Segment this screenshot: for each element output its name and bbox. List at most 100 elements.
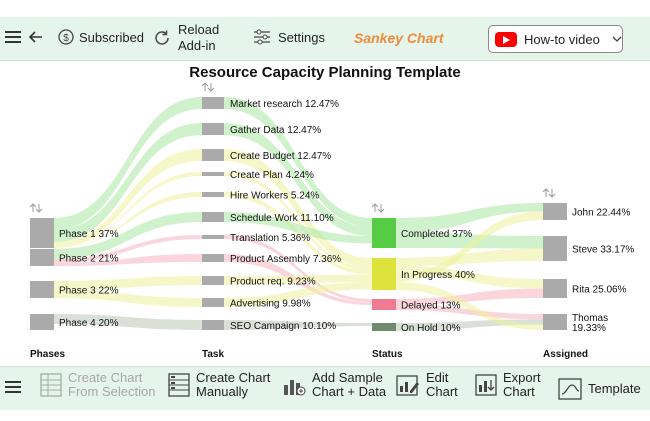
phase-node[interactable] (30, 218, 54, 248)
hamburger-menu-icon[interactable] (5, 380, 21, 394)
edit-line2: Chart (426, 384, 458, 399)
task-label: Schedule Work 11.10% (230, 213, 334, 224)
task-status-link (224, 274, 372, 285)
assigned-node[interactable] (543, 236, 567, 261)
svg-text:$: $ (63, 33, 69, 44)
status-label: On Hold 10% (401, 323, 461, 334)
assigned-label: John 22.44% (572, 208, 630, 219)
create-chart-manually-button[interactable]: Create Chart Manually (168, 371, 270, 399)
task-status-link (224, 235, 372, 302)
sankey-nodes (30, 97, 567, 331)
create-chart-from-selection-button[interactable]: Create Chart From Selection (40, 371, 155, 399)
how-to-video-dropdown[interactable]: How-to video (488, 25, 623, 53)
phase-task-link (54, 192, 202, 248)
chart-title: Resource Capacity Planning Template (189, 64, 461, 81)
phase-task-link (54, 123, 202, 242)
settings-label: Settings (278, 29, 325, 45)
column-header: Phases (30, 349, 65, 360)
phase-node[interactable] (30, 314, 54, 330)
task-node[interactable] (202, 254, 224, 262)
task-label: Product req. 9.23% (230, 277, 316, 288)
reload-addin-button[interactable]: Reload Add-in (153, 22, 219, 54)
assigned-label: Rita 25.06% (572, 285, 627, 296)
status-label: In Progress 40% (401, 270, 475, 281)
task-node[interactable] (202, 276, 224, 285)
status-label: Delayed 13% (401, 301, 461, 312)
phase-task-link (54, 314, 202, 330)
task-label: Market research 12.47% (230, 99, 339, 110)
edit-line1: Edit (426, 370, 449, 385)
phase-task-link (54, 276, 202, 290)
task-node[interactable] (202, 192, 224, 197)
task-status-link (224, 192, 372, 275)
sankey-links (54, 97, 543, 331)
back-arrow-icon[interactable] (29, 30, 43, 44)
task-node[interactable] (202, 97, 224, 109)
phase-task-link (54, 97, 202, 230)
assigned-label: Steve 33.17% (572, 245, 634, 256)
status-node[interactable] (372, 258, 396, 290)
table-icon (40, 373, 62, 397)
phase-task-link (54, 290, 202, 307)
sort-arrows-icon[interactable] (29, 203, 43, 213)
add-sample-chart-button[interactable]: Add Sample Chart + Data (282, 371, 386, 399)
task-label: Product Assembly 7.36% (230, 254, 341, 265)
assigned-label: 19.33% (572, 323, 606, 334)
brand-name: Sankey Chart (354, 30, 444, 46)
status-assigned-link (396, 203, 543, 233)
phase-node[interactable] (30, 281, 54, 298)
assigned-node[interactable] (543, 314, 567, 330)
export-chart-button[interactable]: Export Chart (475, 371, 541, 399)
task-status-link (224, 97, 372, 227)
task-node[interactable] (202, 235, 224, 239)
task-label: Translation 5.36% (230, 233, 310, 244)
column-header: Task (202, 349, 224, 360)
phase-node[interactable] (30, 249, 54, 266)
export-chart-icon (475, 374, 497, 396)
task-status-link (224, 320, 372, 330)
task-node[interactable] (202, 320, 224, 330)
export-line1: Export (503, 370, 541, 385)
task-status-link (224, 123, 372, 236)
sankey-labels: Phase 1 37% Phase 2 21% Phase 3 22% Phase 4… (29, 82, 634, 360)
task-node[interactable] (202, 212, 224, 222)
assigned-node[interactable] (543, 203, 567, 220)
status-node[interactable] (372, 299, 396, 310)
task-node[interactable] (202, 298, 224, 307)
status-assigned-link (396, 282, 543, 330)
reload-label-line2: Add-in (178, 38, 216, 53)
how-to-video-label: How-to video (524, 31, 600, 47)
sort-arrows-icon[interactable] (201, 82, 215, 92)
sort-arrows-icon[interactable] (371, 203, 385, 213)
sort-arrows-icon[interactable] (542, 188, 556, 198)
phase-label: Phase 2 21% (59, 254, 119, 265)
subscribed-button[interactable]: $ Subscribed (58, 29, 144, 45)
status-assigned-link (396, 304, 543, 320)
status-node[interactable] (372, 218, 396, 248)
task-node[interactable] (202, 172, 224, 176)
task-label: Hire Workers 5.24% (230, 191, 319, 202)
sample-line2: Chart + Data (312, 384, 387, 399)
task-status-link (224, 212, 372, 244)
template-label: Template (588, 381, 641, 396)
task-status-link (224, 149, 372, 268)
phase-task-link (54, 172, 202, 248)
bottom-toolbar: Create Chart From Selection Create Chart M… (0, 366, 650, 410)
assigned-node[interactable] (543, 279, 567, 298)
task-node[interactable] (202, 123, 224, 135)
settings-button[interactable]: Settings (253, 29, 325, 45)
reload-icon (155, 30, 169, 45)
phase-task-link (54, 212, 202, 259)
edit-chart-button[interactable]: Edit Chart (396, 371, 458, 399)
status-node[interactable] (372, 323, 396, 331)
sliders-icon (254, 29, 270, 45)
edit-chart-icon (396, 375, 419, 396)
hamburger-menu-icon[interactable] (5, 30, 21, 44)
chevron-down-icon (612, 36, 622, 42)
phase-task-link (54, 254, 202, 266)
task-node[interactable] (202, 149, 224, 161)
status-assigned-link (396, 211, 543, 282)
assigned-label: Thomas (572, 313, 608, 324)
template-button[interactable]: Template (558, 378, 641, 400)
phase-task-link (54, 149, 202, 248)
